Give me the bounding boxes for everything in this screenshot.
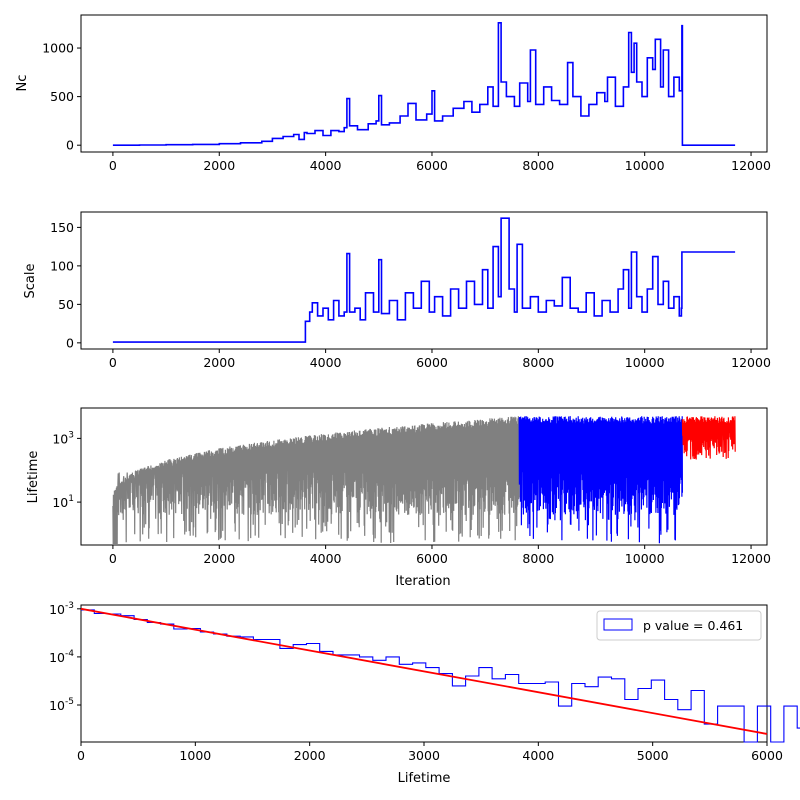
xtick-label: 4000: [310, 551, 342, 566]
xtick-label: 8000: [522, 355, 554, 370]
ylabel-scale: Scale: [23, 264, 38, 299]
xtick-label: 8000: [522, 551, 554, 566]
xtick-label: 2000: [203, 355, 235, 370]
series-line: [112, 217, 736, 343]
xtick-label: 8000: [522, 158, 554, 173]
xtick-label: 0: [109, 158, 117, 173]
axis-group-lifetime: 0 2000 4000 6000 8000 10000 12000 101 103: [52, 416, 771, 566]
lifetime-series-2: [681, 416, 736, 460]
xtick-label: 2000: [203, 158, 235, 173]
xtick-label: 6000: [751, 748, 783, 763]
xlabel-lifetime: Lifetime: [398, 771, 451, 786]
xtick-label: 0: [109, 551, 117, 566]
ylabel-lifetime: Lifetime: [26, 451, 41, 504]
xtick-label: 2000: [294, 748, 326, 763]
xtick-label: 0: [77, 748, 85, 763]
xtick-label: 5000: [637, 748, 669, 763]
xtick-label: 0: [109, 355, 117, 370]
ytick-label: 103: [52, 430, 74, 446]
xtick-label: 4000: [310, 158, 342, 173]
ytick-label: 0: [66, 335, 74, 350]
plot-area-nc: [80, 14, 768, 153]
xtick-label: 12000: [731, 355, 771, 370]
ytick-label: 500: [50, 89, 74, 104]
xtick-label: 10000: [625, 551, 665, 566]
legend-swatch: [603, 618, 633, 631]
axis-group-histogram: 0 1000 2000 3000 4000 5000 6000 10-5 10-4 10-3 p v…: [49, 601, 800, 763]
xtick-label: 6000: [416, 551, 448, 566]
ytick-label: 1000: [42, 41, 74, 56]
ylabel-nc: Nc: [15, 75, 30, 92]
xtick-label: 12000: [731, 158, 771, 173]
series-line: [112, 22, 736, 146]
xtick-label: 3000: [408, 748, 440, 763]
lifetime-series-0: [112, 416, 520, 546]
xtick-label: 6000: [416, 355, 448, 370]
xtick-label: 6000: [416, 158, 448, 173]
fit-line: [80, 607, 768, 735]
axis-group-scale: 0 2000 4000 6000 8000 10000 12000 0 50 100 150: [50, 217, 771, 370]
ytick-label: 50: [58, 297, 74, 312]
ytick-label: 10-5: [49, 697, 74, 713]
xlabel-iteration: Iteration: [395, 574, 450, 589]
xtick-label: 12000: [731, 551, 771, 566]
ytick-label: 101: [52, 494, 74, 510]
xtick-label: 2000: [203, 551, 235, 566]
xtick-label: 4000: [310, 355, 342, 370]
subplot-lifetime: 0 2000 4000 6000 8000 10000 12000 101 103 Lifeti…: [26, 407, 771, 589]
xtick-label: 10000: [625, 158, 665, 173]
subplot-nc: 0 2000 4000 6000 8000 10000 12000 0 500 1000 Nc: [15, 14, 771, 173]
subplot-scale: 0 2000 4000 6000 8000 10000 12000 0 50 100 150 Sca…: [23, 211, 771, 370]
subplot-histogram: 0 1000 2000 3000 4000 5000 6000 10-5 10-4 10-3 p v…: [49, 601, 800, 786]
xtick-label: 4000: [522, 748, 554, 763]
lifetime-series-1: [518, 416, 683, 544]
xtick-label: 1000: [179, 748, 211, 763]
ytick-label: 100: [50, 258, 74, 273]
axis-group-nc: 0 2000 4000 6000 8000 10000 12000 0 500 1000: [42, 22, 771, 173]
xtick-label: 10000: [625, 355, 665, 370]
legend-box: [596, 610, 762, 641]
legend: p value = 0.461: [596, 610, 762, 641]
legend-label: p value = 0.461: [643, 618, 743, 633]
ytick-label: 10-4: [49, 649, 74, 665]
ytick-label: 10-3: [49, 601, 74, 617]
ytick-label: 150: [50, 220, 74, 235]
ytick-label: 0: [66, 138, 74, 153]
